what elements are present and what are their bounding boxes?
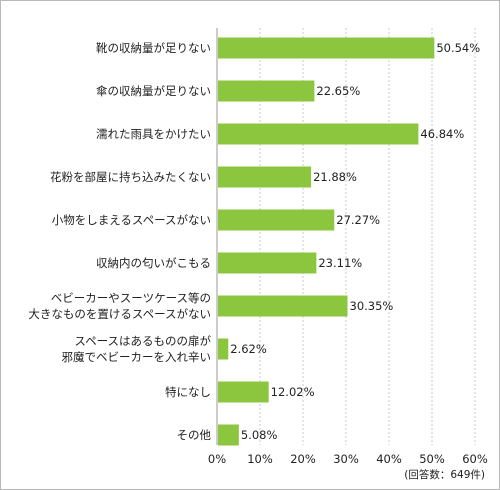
value-label-5: 23.11%: [318, 256, 362, 270]
x-tick-label-0: 0%: [208, 452, 226, 466]
category-label-1-0: 傘の収納量が足りない: [96, 84, 211, 98]
category-label-5-0: 収納内の匂いがこもる: [96, 256, 211, 270]
category-label-2-0: 濡れた雨具をかけたい: [96, 127, 211, 141]
value-label-7: 2.62%: [230, 342, 267, 356]
category-label-4-0: 小物をしまえるスペースがない: [52, 213, 211, 227]
category-label-7-1: 邪魔でベビーカーを入れ辛い: [62, 350, 212, 364]
bar-4: [218, 209, 335, 231]
value-label-3: 21.88%: [313, 170, 357, 184]
bar-7: [218, 338, 229, 360]
bar-9: [218, 424, 239, 446]
value-label-9: 5.08%: [241, 428, 278, 442]
x-tick-label-6: 60%: [462, 452, 488, 466]
value-label-0: 50.54%: [436, 41, 480, 55]
category-label-8-0: 特になし: [165, 385, 211, 399]
bar-3: [218, 166, 312, 188]
bar-2: [218, 123, 419, 145]
category-label-7-0: スペースはあるものの扉が: [74, 334, 211, 348]
value-label-8: 12.02%: [271, 385, 315, 399]
response-count-note: (回答数：649件): [404, 468, 485, 481]
value-label-2: 46.84%: [420, 127, 464, 141]
bar-0: [218, 37, 435, 59]
category-label-0-0: 靴の収納量が足りない: [96, 41, 211, 55]
x-tick-label-3: 30%: [333, 452, 359, 466]
value-label-4: 27.27%: [336, 213, 380, 227]
x-tick-label-5: 50%: [419, 452, 445, 466]
category-label-9-0: その他: [177, 428, 212, 442]
bar-1: [218, 80, 315, 102]
x-tick-label-2: 20%: [290, 452, 316, 466]
category-label-3-0: 花粉を部屋に持ち込みたくない: [50, 170, 211, 184]
bar-6: [218, 295, 348, 317]
x-tick-label-4: 40%: [376, 452, 402, 466]
value-label-1: 22.65%: [316, 84, 360, 98]
value-label-6: 30.35%: [350, 299, 394, 313]
category-label-6-1: 大きなものを置けるスペースがない: [28, 307, 211, 321]
x-tick-label-1: 10%: [247, 452, 273, 466]
bar-5: [218, 252, 317, 274]
category-label-6-0: ベビーカーやスーツケース等の: [51, 291, 211, 305]
bar-8: [218, 381, 269, 403]
